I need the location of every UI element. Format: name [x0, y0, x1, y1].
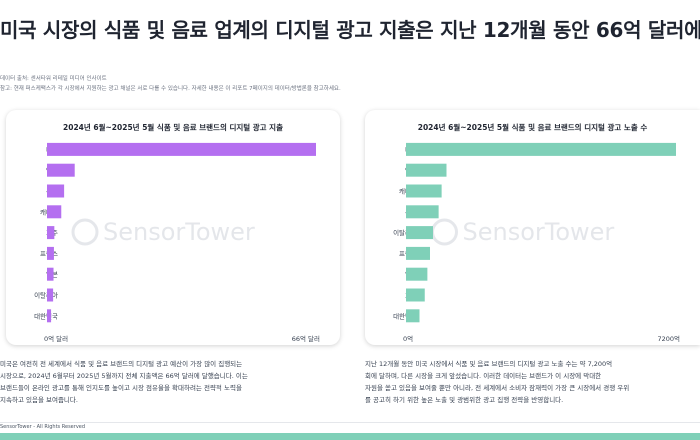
- caption-line: 지속하고 있음을 보여줍니다.: [0, 396, 78, 404]
- source-notes: 데이터 출처: 센서타워 리테일 미디어 인사이트 참고: 현재 퍼스케팩스가 …: [0, 74, 700, 94]
- spend-chart-title: 2024년 6월~2025년 5월 식품 및 음료 브랜드의 디지털 광고 지출: [63, 123, 283, 132]
- caption-line: 지난 12개월 동안 미국 시장에서 식품 및 음료 브랜드의 디지털 광고 노…: [365, 360, 613, 368]
- spend-chart-panel: 2024년 6월~2025년 5월 식품 및 음료 브랜드의 디지털 광고 지출…: [6, 110, 340, 345]
- data-note: 참고: 현재 퍼스케팩스가 각 시장에서 지원하는 광고 채널은 서로 다를 수…: [0, 86, 341, 92]
- bar: [47, 142, 316, 156]
- bar: [406, 142, 676, 156]
- bar: [47, 205, 62, 219]
- watermark-logo-icon: [431, 218, 458, 246]
- bar: [406, 267, 428, 281]
- bar: [406, 163, 447, 177]
- footer-accent-bar: [0, 433, 700, 440]
- x-axis-min-label: 0억 달러: [44, 334, 68, 343]
- bar: [406, 226, 433, 240]
- spend-caption: 미국은 여전히 전 세계에서 식품 및 음료 브랜드의 디지털 광고 예산이 가…: [0, 358, 350, 406]
- bar: [406, 205, 439, 219]
- impressions-chart-title: 2024년 6월~2025년 5월 식품 및 음료 브랜드의 디지털 광고 노출…: [417, 123, 648, 132]
- bar: [47, 309, 52, 323]
- headline: 미국 시장의 식품 및 음료 업계의 디지털 광고 지출은 지난 12개월 동안…: [0, 18, 700, 42]
- bar: [406, 246, 430, 260]
- caption-line: 회에 달하며, 다른 시장을 크게 앞섰습니다. 이러한 데이터는 브랜드가 이…: [365, 372, 602, 380]
- footer-copyright: SensorTower - All Rights Reserved: [0, 424, 86, 430]
- impressions-chart-panel: 2024년 6월~2025년 5월 식품 및 음료 브랜드의 디지털 광고 노출…: [365, 110, 700, 345]
- caption-line: 시장으로, 2024년 6월부터 2025년 5월까지 전체 지출액은 66억 …: [0, 372, 248, 380]
- category-label: 대한민국: [393, 311, 417, 320]
- bar: [406, 309, 420, 323]
- bar: [406, 184, 442, 198]
- impressions-chart: SensorTower미국영국캐나다독일이탈리아프랑스일본호주대한민국0억720…: [393, 142, 680, 343]
- category-label: 대한민국: [34, 311, 58, 320]
- category-label: 이탈리아: [393, 228, 417, 237]
- watermark-text: SensorTower: [463, 218, 615, 246]
- spend-chart: SensorTower미국영국독일캐나다호주프랑스일본이탈리아대한민국0억 달러…: [34, 142, 320, 343]
- bar: [406, 288, 425, 302]
- x-axis-max-label: 7200억: [657, 335, 680, 343]
- watermark-text: SensorTower: [103, 218, 255, 246]
- caption-line: 자원을 쏟고 있음을 보여줄 뿐만 아니라, 전 세계에서 소비자 잠재력이 가…: [365, 384, 630, 392]
- watermark-logo-icon: [71, 218, 99, 246]
- x-axis-max-label: 66억 달러: [292, 334, 320, 343]
- caption-line: 를 공고히 하기 위한 높은 노출 및 광범위한 광고 집행 전략을 반영합니다…: [365, 396, 564, 404]
- category-label: 이탈리아: [34, 291, 58, 300]
- bar: [47, 163, 75, 177]
- caption-line: 브랜드들이 온라인 광고를 통해 인지도를 높이고 시장 점유율을 확대하려는 …: [0, 384, 242, 392]
- footer-divider: [0, 422, 700, 423]
- impressions-caption: 지난 12개월 동안 미국 시장에서 식품 및 음료 브랜드의 디지털 광고 노…: [365, 358, 700, 406]
- bar: [47, 246, 54, 260]
- caption-line: 미국은 여전히 전 세계에서 식품 및 음료 브랜드의 디지털 광고 예산이 가…: [0, 360, 243, 368]
- bar: [47, 184, 65, 198]
- bar: [47, 226, 55, 240]
- data-source: 데이터 출처: 센서타워 리테일 미디어 인사이트: [0, 76, 107, 82]
- bar: [47, 267, 54, 281]
- x-axis-min-label: 0억: [403, 335, 413, 343]
- bar: [47, 288, 54, 302]
